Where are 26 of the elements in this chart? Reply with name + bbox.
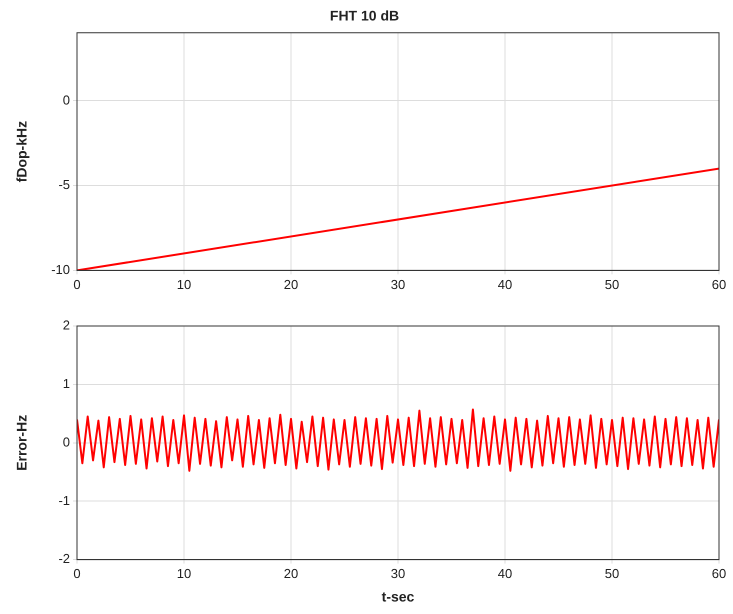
- y-tick-label: -2: [58, 551, 70, 566]
- x-tick-label: 0: [73, 276, 81, 292]
- x-tick-label: 10: [176, 276, 192, 292]
- y-tick-label: -1: [58, 492, 70, 508]
- y-axis-title: Error-Hz: [13, 414, 30, 471]
- y-tick-label: -5: [58, 177, 70, 192]
- x-tick-label: 10: [176, 566, 192, 581]
- y-axis-title: fDop-kHz: [13, 120, 30, 182]
- x-tick-label: 30: [390, 566, 406, 581]
- x-tick-label: 60: [712, 566, 726, 581]
- x-tick-label: 0: [73, 566, 81, 581]
- y-tick-label: 0: [62, 434, 70, 450]
- y-tick-label: 0: [62, 92, 70, 108]
- x-tick-label: 40: [498, 566, 512, 581]
- chart-title: FHT 10 dB: [330, 7, 400, 24]
- y-tick-label: 2: [62, 318, 70, 333]
- x-tick-label: 50: [604, 276, 620, 292]
- y-tick-label: -10: [51, 262, 70, 277]
- x-tick-label: 50: [604, 566, 620, 581]
- y-tick-label: 1: [62, 376, 70, 391]
- x-axis-title: t-sec: [382, 588, 415, 604]
- x-tick-label: 60: [712, 276, 726, 292]
- x-tick-label: 40: [498, 276, 512, 292]
- x-tick-label: 20: [284, 566, 298, 581]
- x-tick-label: 30: [390, 276, 406, 292]
- x-tick-label: 20: [284, 276, 298, 292]
